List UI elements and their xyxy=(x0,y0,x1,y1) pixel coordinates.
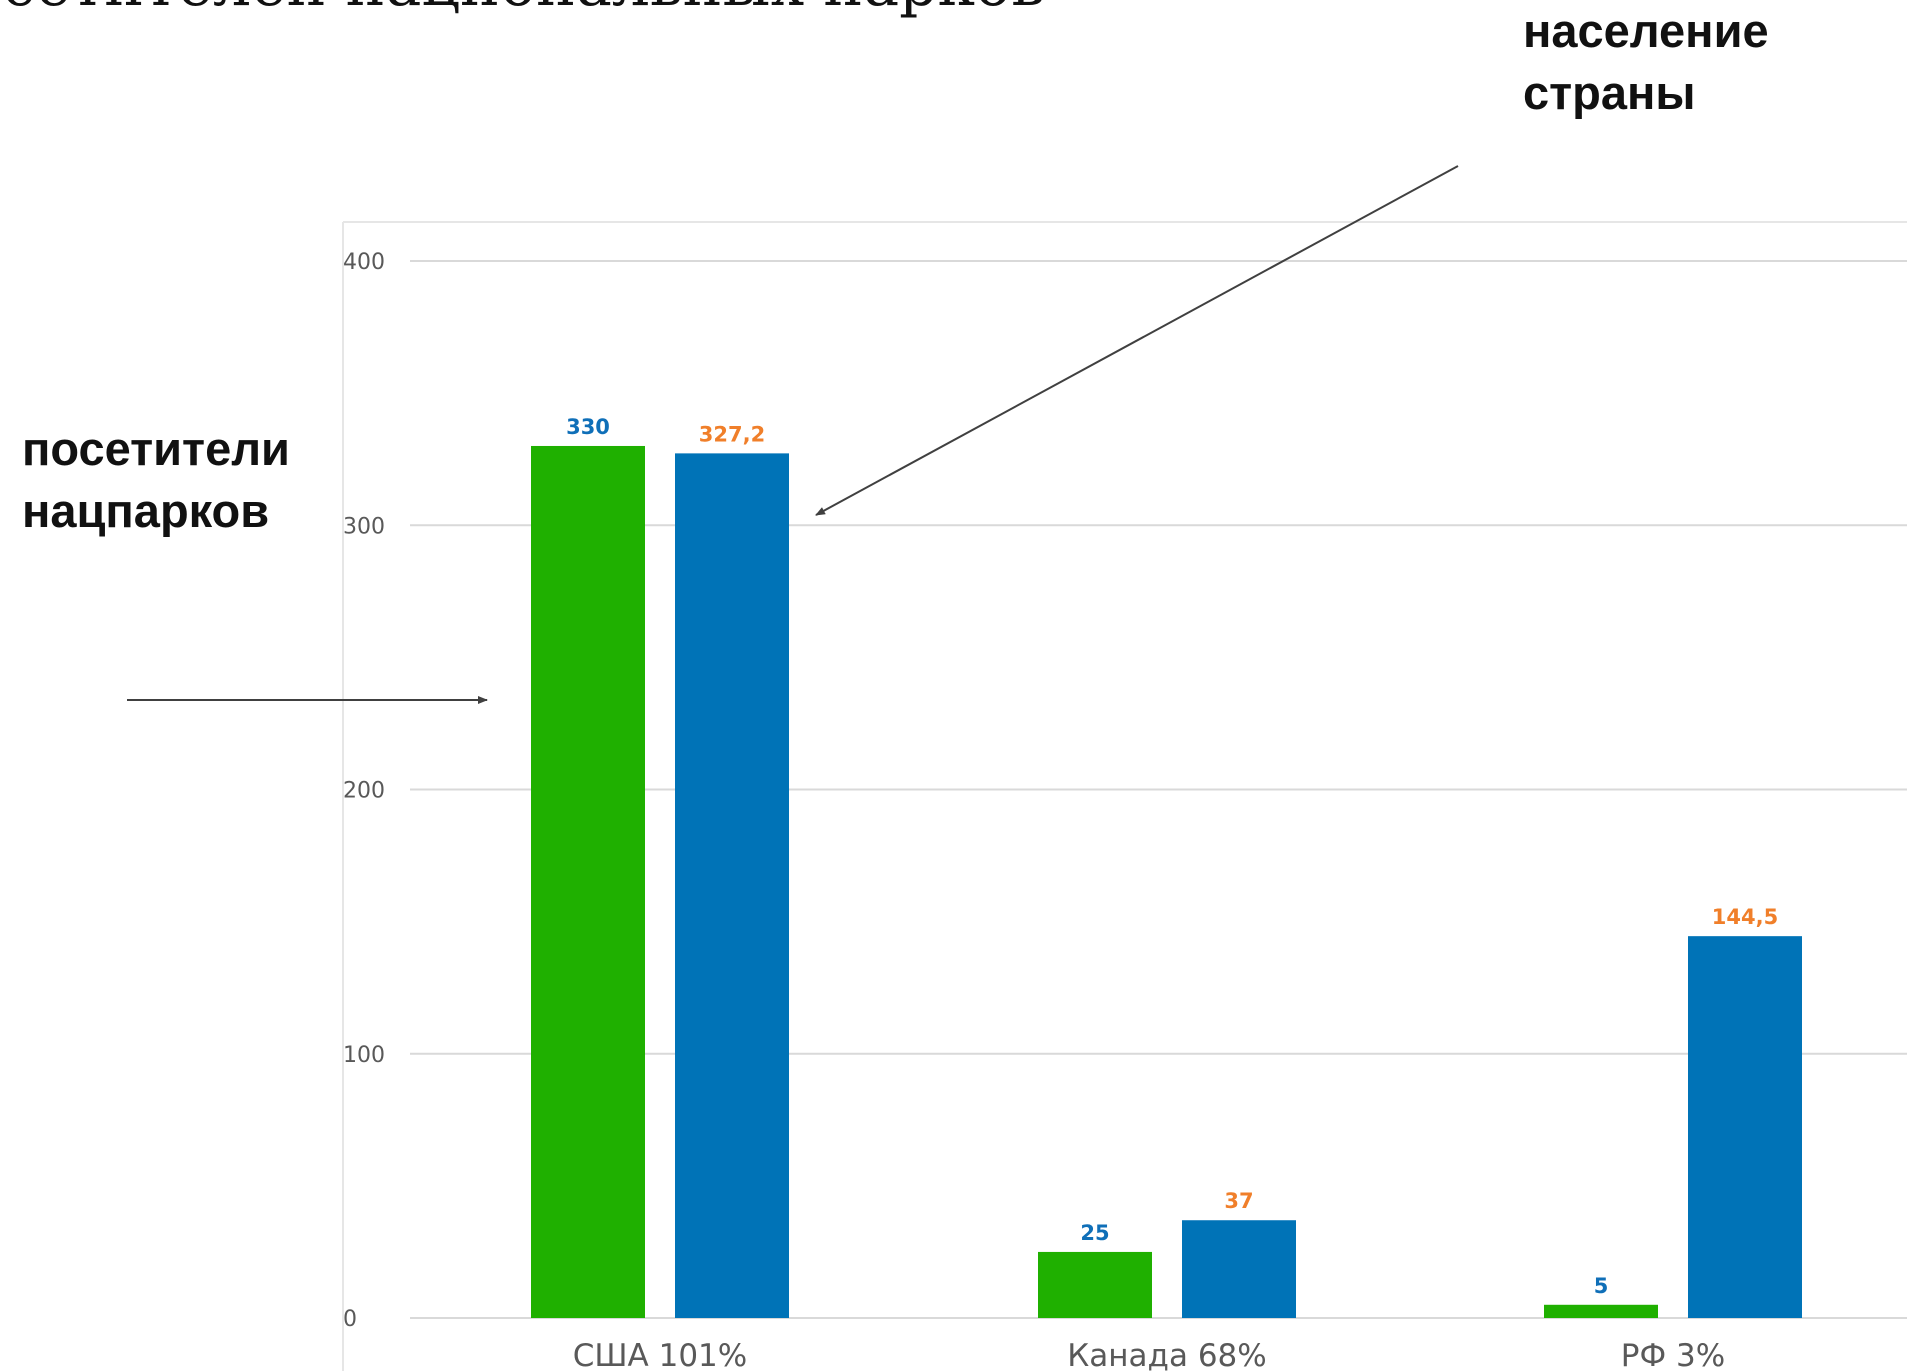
y-axis-ticks: 0 100 200 300 400 xyxy=(343,250,385,1332)
data-label: 144,5 xyxy=(1712,905,1778,929)
y-tick-label: 400 xyxy=(343,250,385,275)
bar xyxy=(1182,1220,1296,1318)
data-labels: 330 25 5 327,2 37 144,5 xyxy=(566,415,1778,1298)
bar xyxy=(1688,936,1802,1318)
x-tick-label: Канада 68% xyxy=(1067,1338,1266,1371)
data-label: 25 xyxy=(1080,1221,1109,1245)
x-axis-labels: США 101% Канада 68% РФ 3% xyxy=(573,1338,1725,1371)
y-tick-label: 200 xyxy=(343,779,385,804)
bar xyxy=(675,453,789,1318)
bars xyxy=(531,445,1802,1319)
data-label: 327,2 xyxy=(699,422,765,446)
x-tick-label: РФ 3% xyxy=(1621,1338,1725,1371)
bar xyxy=(531,445,645,1319)
data-label: 5 xyxy=(1594,1274,1609,1298)
y-tick-label: 300 xyxy=(343,514,385,539)
y-tick-label: 100 xyxy=(343,1043,385,1068)
x-tick-label: США 101% xyxy=(573,1338,747,1371)
y-tick-label: 0 xyxy=(343,1307,357,1332)
annotation-visitors-line-2: нацпарков xyxy=(22,484,270,537)
data-label: 37 xyxy=(1224,1189,1253,1213)
annotation-population: население страны xyxy=(1523,0,1769,124)
bar xyxy=(1038,1251,1152,1318)
annotation-population-line-2: страны xyxy=(1523,66,1696,119)
annotation-visitors: посетители нацпарков xyxy=(22,418,290,542)
annotation-population-line-1: население xyxy=(1523,4,1769,57)
bar xyxy=(1544,1304,1658,1318)
page-title: сетителей национальных парков xyxy=(0,0,1907,35)
arrow-population xyxy=(815,165,1459,516)
data-label: 330 xyxy=(566,415,610,439)
annotation-visitors-line-1: посетители xyxy=(22,422,290,475)
